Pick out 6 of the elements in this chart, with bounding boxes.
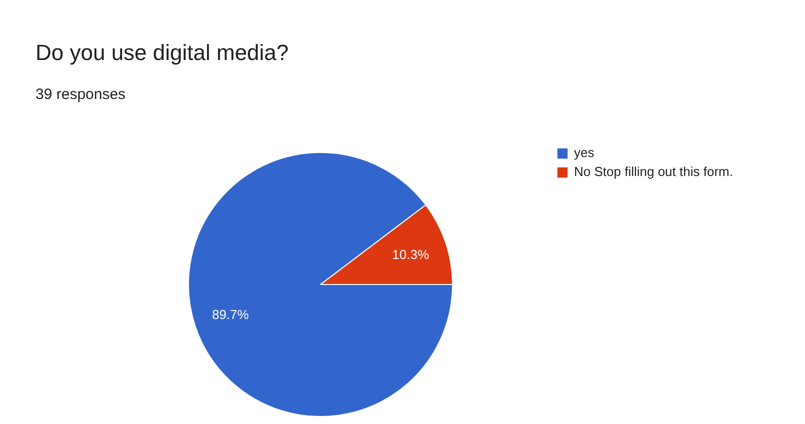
data-label: 89.7% (212, 307, 250, 322)
legend-label: No Stop filling out this form. (574, 164, 733, 179)
chart-subtitle: 39 responses (36, 86, 126, 103)
data-label: 10.3% (392, 246, 430, 262)
chart-title: Do you use digital media? (36, 40, 289, 65)
legend-label: yes (574, 145, 594, 160)
